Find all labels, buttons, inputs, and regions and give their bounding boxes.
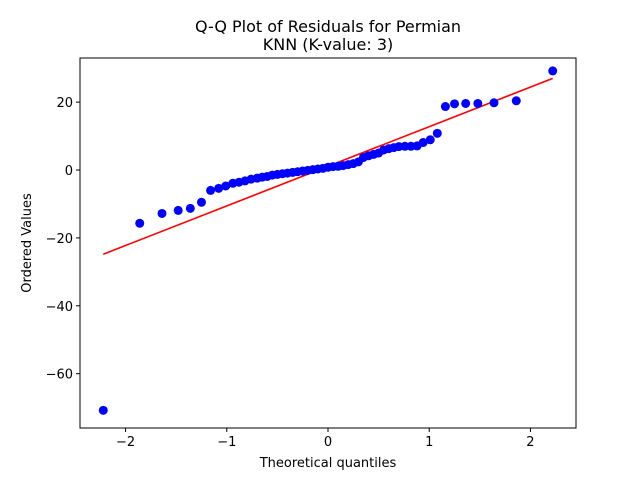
x-tick-label: −2 <box>116 435 135 450</box>
data-point <box>432 128 442 138</box>
chart-title: Q-Q Plot of Residuals for Permian <box>195 17 461 36</box>
y-tick-label: 0 <box>65 164 73 179</box>
data-point <box>450 99 460 109</box>
data-point <box>206 185 216 195</box>
data-point <box>185 203 195 213</box>
x-axis-label: Theoretical quantiles <box>259 456 397 471</box>
data-point <box>173 205 183 215</box>
data-point <box>440 102 450 112</box>
data-point <box>548 66 558 76</box>
data-point <box>418 138 428 148</box>
data-point <box>473 98 483 108</box>
y-axis: −60 −40 −20 0 20 <box>46 96 80 383</box>
data-points <box>98 66 558 415</box>
x-tick-label: 0 <box>324 435 332 450</box>
y-tick-label: −40 <box>46 300 73 315</box>
y-tick-label: −20 <box>46 232 73 247</box>
y-tick-label: −60 <box>46 368 73 383</box>
data-point <box>157 208 167 218</box>
plot-frame <box>79 57 577 429</box>
data-point <box>221 181 231 191</box>
y-axis-label: Ordered Values <box>20 193 35 293</box>
data-point <box>135 218 145 228</box>
data-point <box>461 98 471 108</box>
data-point <box>98 405 108 415</box>
data-point <box>489 98 499 108</box>
data-point <box>196 197 206 207</box>
x-tick-label: −1 <box>217 435 236 450</box>
data-point <box>511 96 521 106</box>
data-point <box>425 135 435 145</box>
x-tick-label: 2 <box>526 435 534 450</box>
x-axis: −2 −1 0 1 2 <box>116 428 535 450</box>
y-tick-label: 20 <box>56 96 73 111</box>
x-tick-label: 1 <box>425 435 433 450</box>
chart-subtitle: KNN (K-value: 3) <box>263 35 394 54</box>
data-point <box>214 183 224 193</box>
